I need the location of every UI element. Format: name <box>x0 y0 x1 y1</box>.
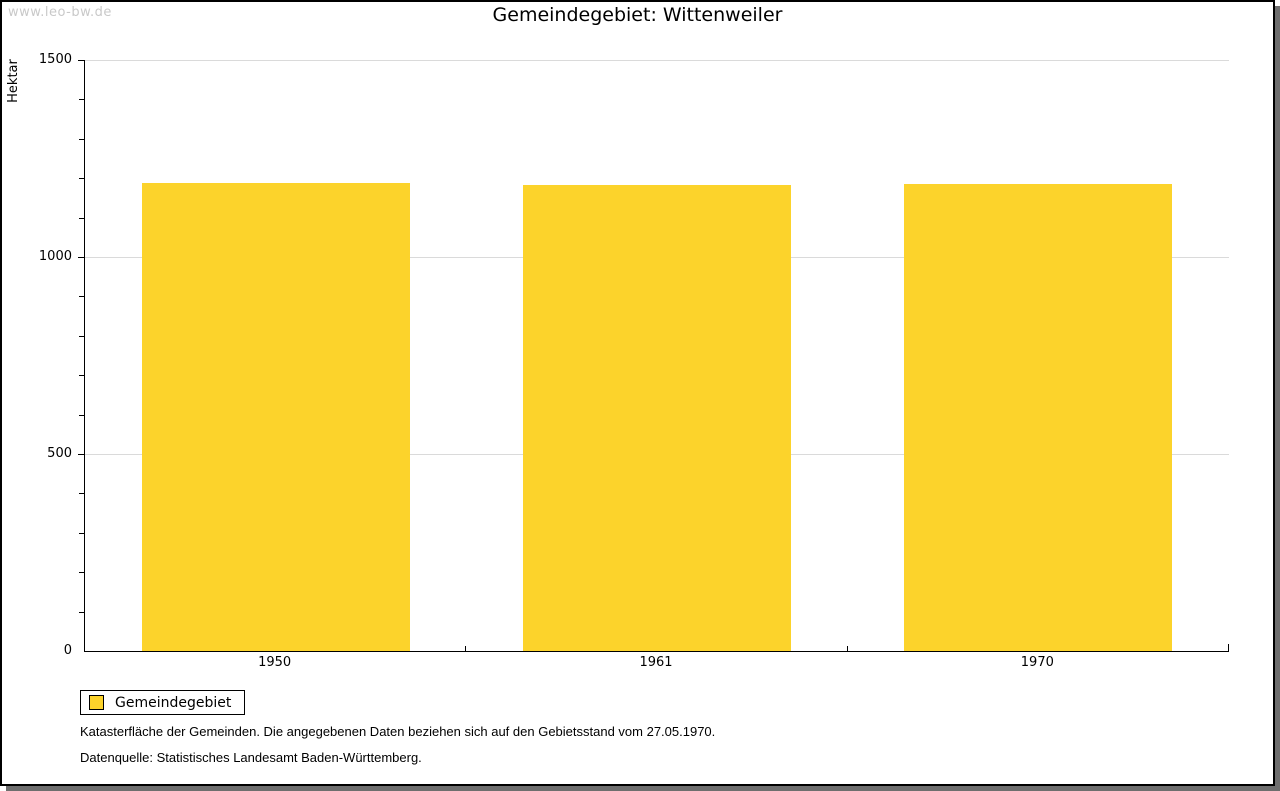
y-minor-tick-700 <box>79 375 84 377</box>
y-tick-label-0: 0 <box>63 643 72 658</box>
y-minor-tick-900 <box>79 296 84 298</box>
x-boundary-tick-2 <box>846 646 848 651</box>
plot-area <box>84 60 1229 652</box>
y-minor-tick-1400 <box>79 99 84 101</box>
footnote: Katasterfläche der Gemeinden. Die angege… <box>80 724 716 739</box>
y-minor-tick-1200 <box>79 178 84 180</box>
y-tick-label-500: 500 <box>47 446 72 461</box>
y-major-tick-500 <box>78 454 84 455</box>
y-minor-tick-1100 <box>79 217 84 219</box>
legend-label: Gemeindegebiet <box>115 694 232 711</box>
y-tick-label-1000: 1000 <box>38 249 72 264</box>
x-tick-label-1961: 1961 <box>639 655 673 670</box>
x-tick-label-1950: 1950 <box>258 655 292 670</box>
y-minor-tick-800 <box>79 335 84 337</box>
x-boundary-tick-1 <box>465 646 467 651</box>
legend-swatch-icon <box>89 695 104 710</box>
y-tick-label-1500: 1500 <box>38 52 72 67</box>
gridline-1500 <box>85 60 1229 61</box>
legend: Gemeindegebiet <box>80 690 246 715</box>
watermark: www.leo-bw.de <box>8 5 112 20</box>
x-axis-end-tick <box>1228 644 1229 651</box>
y-minor-tick-600 <box>79 414 84 416</box>
bar-1961 <box>523 184 791 651</box>
bar-1950 <box>141 182 410 651</box>
y-major-tick-1500 <box>78 60 84 61</box>
bar-1970 <box>904 184 1173 651</box>
y-minor-tick-300 <box>79 532 84 534</box>
y-minor-tick-400 <box>79 493 84 495</box>
chart-title: Gemeindegebiet: Wittenweiler <box>492 4 783 26</box>
y-major-tick-1000 <box>78 257 84 258</box>
y-minor-tick-100 <box>79 611 84 613</box>
y-minor-tick-1300 <box>79 138 84 140</box>
x-tick-label-1970: 1970 <box>1020 655 1054 670</box>
source-note: Datenquelle: Statistisches Landesamt Bad… <box>80 750 422 765</box>
y-minor-tick-200 <box>79 572 84 574</box>
